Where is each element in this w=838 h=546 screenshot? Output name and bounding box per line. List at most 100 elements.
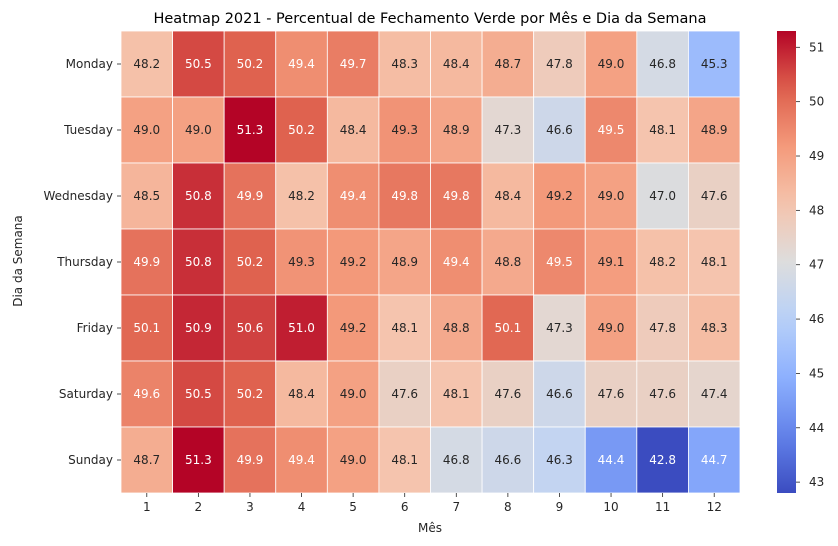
x-axis-label: Mês: [418, 521, 442, 535]
heatmap-cell: [481, 294, 535, 362]
cell-value-label: 49.3: [391, 123, 418, 137]
cell-value-label: 49.1: [598, 255, 625, 269]
cell-value-label: 48.4: [495, 189, 522, 203]
cell-value-label: 46.8: [649, 57, 676, 71]
heatmap-cell: [636, 162, 689, 230]
cell-value-label: 49.4: [288, 57, 315, 71]
heatmap-cell: [481, 360, 535, 428]
cell-value-label: 49.2: [340, 321, 367, 335]
cell-value-label: 49.2: [546, 189, 573, 203]
heatmap-cell: [120, 162, 173, 230]
heatmap-cell: [584, 426, 638, 494]
colorbar-tick-label: 51: [809, 40, 824, 54]
colorbar-tick-label: 49: [809, 149, 824, 163]
cell-value-label: 47.3: [495, 123, 522, 137]
cell-value-label: 47.6: [649, 387, 676, 401]
heatmap-cell: [172, 30, 225, 98]
colorbar-tick-label: 48: [809, 203, 824, 217]
heatmap-cell: [223, 294, 277, 362]
colorbar-tick-label: 50: [809, 95, 824, 109]
cell-value-label: 47.4: [701, 387, 728, 401]
cell-value-label: 48.9: [701, 123, 728, 137]
cell-value-label: 48.1: [443, 387, 470, 401]
cell-value-label: 46.8: [443, 453, 470, 467]
x-tick-label: 7: [452, 500, 460, 514]
cell-value-label: 48.9: [443, 123, 470, 137]
cell-value-label: 49.2: [340, 255, 367, 269]
cell-value-label: 49.5: [546, 255, 573, 269]
colorbar-tick-label: 45: [809, 366, 824, 380]
cell-value-label: 47.6: [598, 387, 625, 401]
cell-value-label: 48.1: [391, 453, 418, 467]
heatmap-cell: [172, 294, 225, 362]
heatmap-cell: [223, 30, 277, 98]
cell-value-label: 49.8: [443, 189, 470, 203]
x-axis-ticks: 1 2 3 4 5 6 7 8 9 10 11 12: [143, 493, 722, 514]
x-tick-label: 4: [298, 500, 306, 514]
cell-value-label: 51.0: [288, 321, 315, 335]
heatmap-cell: [120, 228, 173, 296]
colorbar-tick-label: 43: [809, 475, 824, 489]
heatmap-cell: [378, 360, 431, 428]
cell-value-label: 48.1: [391, 321, 418, 335]
chart-title: Heatmap 2021 - Percentual de Fechamento …: [153, 11, 706, 27]
cell-value-label: 50.6: [237, 321, 264, 335]
cell-value-label: 50.5: [185, 387, 212, 401]
x-tick-label: 9: [556, 500, 564, 514]
x-tick-label: 1: [143, 500, 151, 514]
heatmap-cell: [584, 30, 638, 98]
x-tick-label: 3: [246, 500, 254, 514]
y-tick-label: Tuesday: [63, 123, 113, 137]
cell-value-label: 49.0: [598, 189, 625, 203]
heatmap-cell: [430, 294, 483, 362]
cell-value-label: 48.2: [649, 255, 676, 269]
heatmap-cell: [584, 360, 638, 428]
colorbar-tick-label: 44: [809, 421, 824, 435]
heatmap-cell: [430, 162, 483, 230]
cell-value-label: 50.5: [185, 57, 212, 71]
x-tick-label: 10: [603, 500, 618, 514]
heatmap-cell: [636, 96, 689, 164]
cell-value-label: 46.6: [546, 123, 573, 137]
cell-value-label: 49.5: [598, 123, 625, 137]
cell-value-label: 47.0: [649, 189, 676, 203]
heatmap-cell: [688, 228, 741, 296]
cell-value-label: 48.7: [133, 453, 160, 467]
heatmap-cell: [326, 30, 380, 98]
heatmap-cell: [533, 426, 586, 494]
cell-value-label: 50.1: [133, 321, 160, 335]
cell-value-label: 47.3: [546, 321, 573, 335]
cell-value-label: 49.0: [598, 57, 625, 71]
cell-value-label: 46.6: [495, 453, 522, 467]
y-tick-label: Friday: [77, 321, 113, 335]
y-tick-label: Saturday: [59, 387, 113, 401]
cell-value-label: 50.2: [237, 57, 264, 71]
cell-value-label: 49.0: [598, 321, 625, 335]
cell-value-label: 44.7: [701, 453, 728, 467]
colorbar: 43 44 45 46 47 48 49 50 51: [777, 31, 824, 493]
heatmap-cell: [172, 426, 225, 494]
cell-value-label: 51.3: [185, 453, 212, 467]
heatmap-cell: [326, 294, 380, 362]
heatmap-cell: [688, 426, 741, 494]
cell-value-label: 48.1: [701, 255, 728, 269]
x-tick-label: 2: [195, 500, 203, 514]
heatmap-cell: [120, 294, 173, 362]
x-tick-label: 6: [401, 500, 409, 514]
heatmap-cell: [636, 228, 689, 296]
cell-value-label: 47.6: [701, 189, 728, 203]
heatmap-cell: [120, 30, 173, 98]
cell-value-label: 42.8: [649, 453, 676, 467]
cell-value-label: 48.8: [495, 255, 522, 269]
cell-value-label: 48.1: [649, 123, 676, 137]
cell-value-label: 48.5: [133, 189, 160, 203]
y-tick-label: Wednesday: [44, 189, 113, 203]
heatmap-cell: [584, 228, 638, 296]
y-tick-label: Thursday: [56, 255, 113, 269]
heatmap-cell: [275, 162, 328, 230]
colorbar-tick-label: 46: [809, 312, 824, 326]
cell-value-label: 46.3: [546, 453, 573, 467]
cell-value-label: 49.4: [288, 453, 315, 467]
cell-value-label: 44.4: [598, 453, 625, 467]
